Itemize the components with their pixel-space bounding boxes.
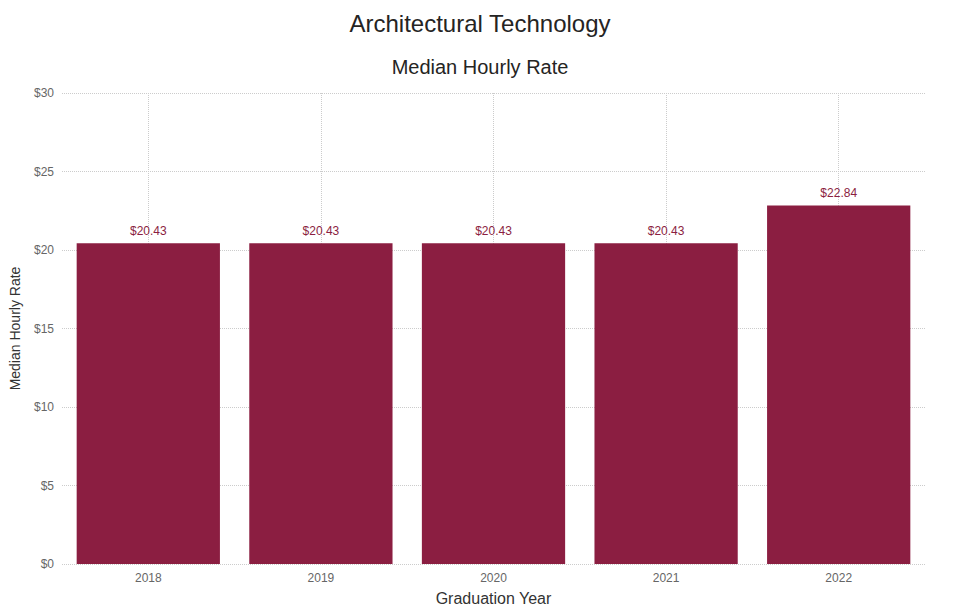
- svg-text:$20.43: $20.43: [303, 224, 340, 238]
- svg-text:2020: 2020: [480, 571, 507, 585]
- svg-text:2022: 2022: [825, 571, 852, 585]
- svg-text:Median Hourly Rate: Median Hourly Rate: [7, 266, 23, 390]
- svg-text:Graduation Year: Graduation Year: [436, 590, 552, 607]
- svg-text:2019: 2019: [308, 571, 335, 585]
- svg-text:$20: $20: [34, 243, 54, 257]
- svg-text:2018: 2018: [135, 571, 162, 585]
- svg-text:Architectural Technology: Architectural Technology: [349, 10, 610, 37]
- svg-text:$20.43: $20.43: [475, 224, 512, 238]
- svg-text:$22.84: $22.84: [820, 186, 857, 200]
- svg-text:$5: $5: [41, 479, 55, 493]
- svg-text:$0: $0: [41, 557, 55, 571]
- svg-text:$10: $10: [34, 400, 54, 414]
- svg-text:Median Hourly Rate: Median Hourly Rate: [392, 56, 569, 78]
- svg-text:2021: 2021: [653, 571, 680, 585]
- svg-text:$25: $25: [34, 165, 54, 179]
- svg-text:$15: $15: [34, 322, 54, 336]
- svg-text:$20.43: $20.43: [648, 224, 685, 238]
- svg-text:$30: $30: [34, 86, 54, 100]
- svg-text:$20.43: $20.43: [130, 224, 167, 238]
